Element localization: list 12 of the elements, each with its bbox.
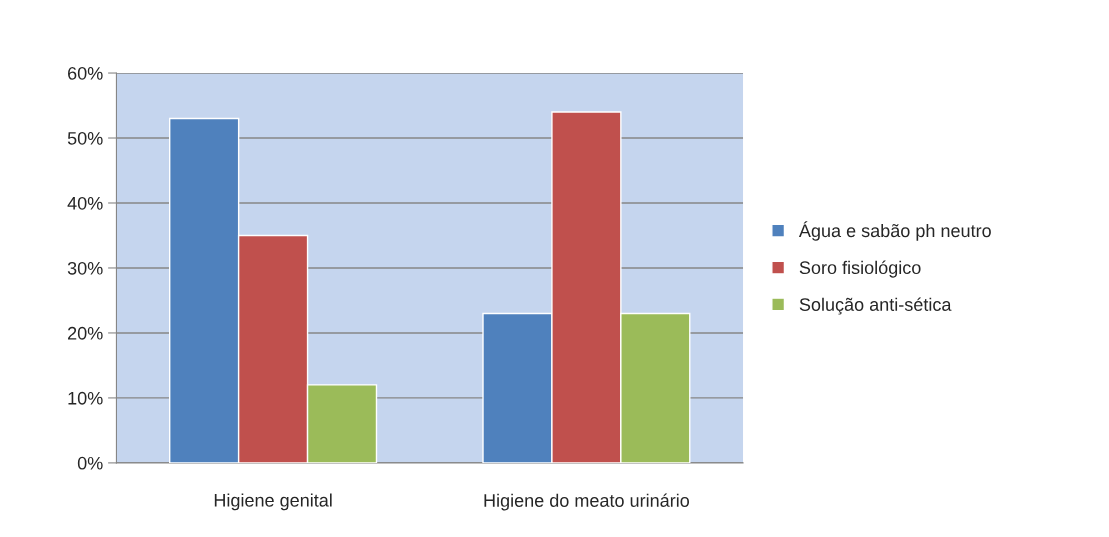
y-tick-label: 10% <box>68 391 103 405</box>
y-tick-label: 60% <box>68 66 103 80</box>
y-tick-label: 40% <box>67 196 103 210</box>
legend-label: Solução anti-sética <box>799 297 952 315</box>
y-tick-label: 30% <box>67 261 103 275</box>
y-tick-label: 50% <box>67 131 103 145</box>
x-tick-label: Higiene do meato urinário <box>484 493 690 511</box>
y-tick-label: 0% <box>77 456 103 470</box>
legend-label: Água e sabão ph neutro <box>798 221 991 241</box>
y-tick-label: 20% <box>68 326 103 340</box>
legend-label: Soro fisiológico <box>799 260 921 278</box>
x-tick-label: Higiene genital <box>214 493 332 511</box>
